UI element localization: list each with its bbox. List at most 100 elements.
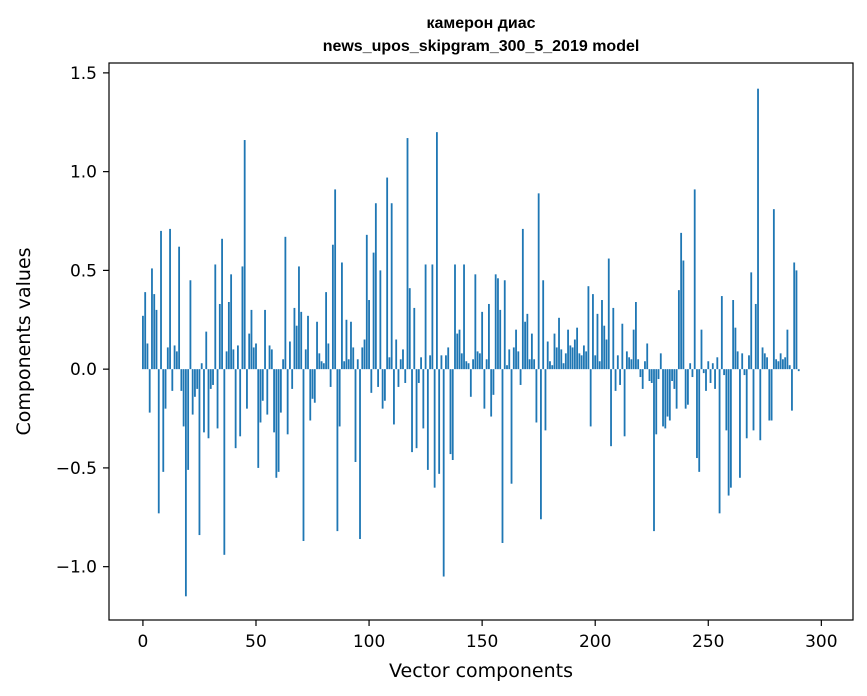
bar-244 xyxy=(693,189,696,370)
bar-109 xyxy=(388,357,391,370)
bar-64 xyxy=(286,369,289,435)
bar-166 xyxy=(517,351,520,370)
bar-258 xyxy=(725,369,728,431)
bar-165 xyxy=(515,329,517,370)
bar-140 xyxy=(458,329,461,370)
bar-40 xyxy=(232,349,235,370)
bar-122 xyxy=(417,369,420,383)
bar-142 xyxy=(463,264,465,370)
bar-137 xyxy=(451,369,454,461)
bar-57 xyxy=(270,349,273,370)
bar-115 xyxy=(402,349,404,370)
bar-9 xyxy=(162,369,165,472)
bar-195 xyxy=(582,345,585,370)
bar-31 xyxy=(212,369,214,385)
bar-150 xyxy=(481,311,484,370)
bar-116 xyxy=(404,369,407,383)
bar-36 xyxy=(223,369,226,555)
bar-44 xyxy=(241,266,244,370)
bar-104 xyxy=(377,369,380,387)
bar-46 xyxy=(246,369,248,409)
chart-title: камерон диас news_upos_skipgram_300_5_20… xyxy=(323,15,640,55)
bar-264 xyxy=(739,369,741,478)
bar-93 xyxy=(352,347,355,370)
bar-89 xyxy=(343,361,346,370)
bar-23 xyxy=(194,369,196,397)
y-axis-ticks: −1.0 −0.5 0.0 0.5 1.0 1.5 xyxy=(56,64,109,578)
bar-132 xyxy=(440,355,443,370)
bar-5 xyxy=(153,294,156,370)
bar-80 xyxy=(322,363,325,370)
bar-107 xyxy=(383,369,386,401)
bar-271 xyxy=(754,303,757,370)
bar-79 xyxy=(320,361,323,370)
bar-62 xyxy=(282,359,285,370)
y-tick-label: 0.0 xyxy=(70,360,97,380)
bar-267 xyxy=(745,369,748,439)
bar-50 xyxy=(255,343,257,370)
bar-272 xyxy=(757,88,759,370)
bars-group xyxy=(142,88,800,597)
bar-13 xyxy=(171,369,174,391)
bar-111 xyxy=(393,369,395,425)
bar-14 xyxy=(173,345,176,370)
bar-284 xyxy=(784,357,787,370)
bar-96 xyxy=(359,369,361,540)
bar-213 xyxy=(623,369,626,437)
bar-117 xyxy=(406,138,409,370)
bar-197 xyxy=(587,286,590,370)
bar-138 xyxy=(454,264,456,370)
bar-67 xyxy=(293,307,296,370)
bar-167 xyxy=(519,369,522,385)
bar-185 xyxy=(560,349,563,370)
bar-108 xyxy=(386,177,389,370)
bar-49 xyxy=(252,347,255,370)
bar-216 xyxy=(630,359,633,370)
bar-27 xyxy=(203,369,205,433)
bar-120 xyxy=(413,307,416,370)
bar-131 xyxy=(438,369,441,474)
bar-227 xyxy=(655,369,658,435)
bar-162 xyxy=(508,349,511,370)
bar-85 xyxy=(334,189,337,370)
bar-202 xyxy=(598,361,601,370)
bar-8 xyxy=(160,230,162,370)
bar-208 xyxy=(612,307,615,370)
y-tick-label: −0.5 xyxy=(56,459,97,479)
bar-106 xyxy=(381,369,384,409)
x-tick-label: 100 xyxy=(353,632,385,652)
bar-178 xyxy=(544,369,547,431)
bar-18 xyxy=(182,369,185,427)
bar-147 xyxy=(474,274,477,370)
bar-183 xyxy=(555,347,558,370)
bar-200 xyxy=(594,355,597,370)
bar-28 xyxy=(205,331,208,370)
bar-52 xyxy=(259,369,262,423)
bar-263 xyxy=(736,351,739,370)
bar-220 xyxy=(639,369,642,378)
bar-196 xyxy=(585,351,588,370)
bar-100 xyxy=(368,300,370,370)
bar-34 xyxy=(218,303,221,370)
bar-103 xyxy=(374,203,377,370)
y-axis-label: Components values xyxy=(13,247,35,435)
bar-45 xyxy=(243,140,246,370)
bar-164 xyxy=(512,347,515,370)
bar-270 xyxy=(752,369,755,431)
bar-78 xyxy=(318,353,321,370)
bar-207 xyxy=(610,369,612,447)
plot-area-frame xyxy=(108,62,854,621)
bar-39 xyxy=(230,274,233,370)
bar-238 xyxy=(680,232,683,370)
bar-189 xyxy=(569,345,572,370)
bar-259 xyxy=(727,369,730,496)
bar-273 xyxy=(759,369,762,441)
bar-98 xyxy=(363,339,366,370)
bar-83 xyxy=(329,369,332,387)
bar-48 xyxy=(250,309,253,370)
bar-231 xyxy=(664,369,667,429)
bar-210 xyxy=(616,355,619,370)
bar-276 xyxy=(766,357,768,370)
bar-126 xyxy=(426,369,429,470)
